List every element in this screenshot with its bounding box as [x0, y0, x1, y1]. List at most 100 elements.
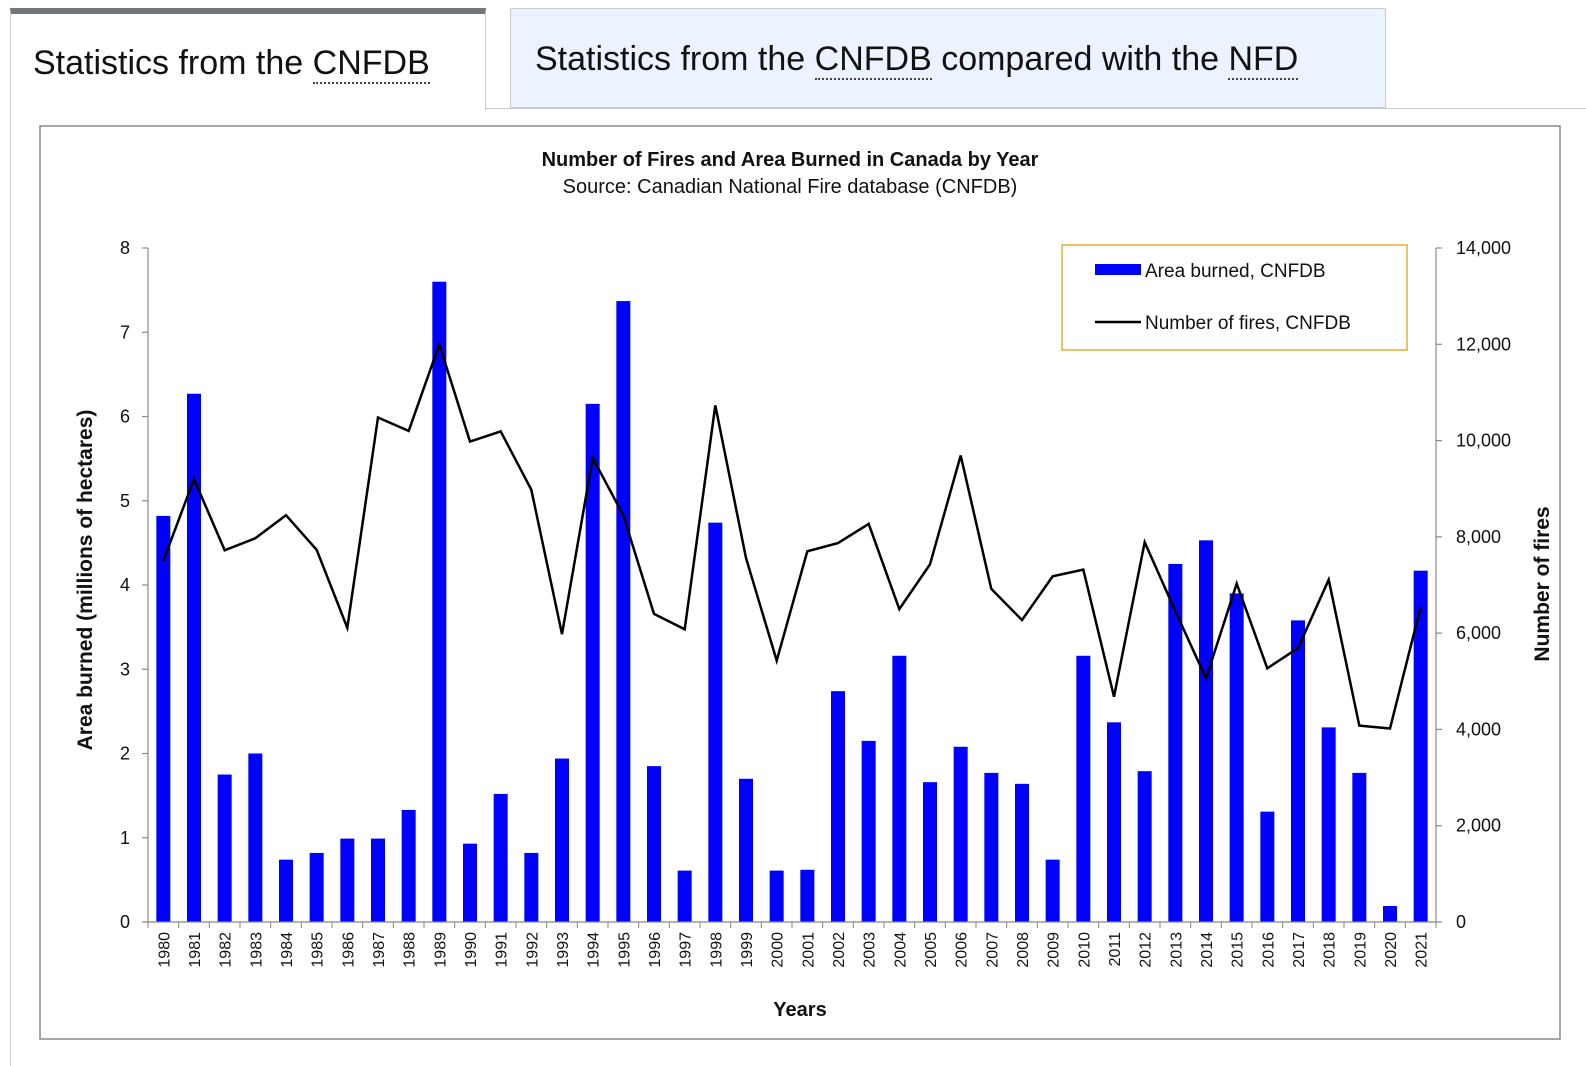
x-tick-label-1987: 1987 [371, 932, 388, 968]
bar-2008 [1015, 783, 1029, 922]
x-tick-label-1990: 1990 [463, 932, 480, 968]
x-tick-label-2004: 2004 [892, 932, 909, 968]
y-tick-label: 5 [120, 491, 130, 511]
bar-2017 [1291, 620, 1305, 922]
x-tick-label-2018: 2018 [1322, 932, 1339, 968]
bar-1988 [401, 809, 416, 922]
y2-tick-label: 8,000 [1456, 527, 1501, 547]
x-tick-label-1999: 1999 [739, 932, 756, 968]
chart-subtitle: Source: Canadian National Fire database … [563, 176, 1018, 198]
abbr-cnfdb: CNFDB [814, 40, 932, 80]
bar-1992 [524, 852, 539, 922]
y-tick-label: 4 [120, 575, 130, 595]
y-tick-label: 7 [120, 322, 130, 342]
legend-box [1061, 244, 1408, 351]
x-tick-label-2019: 2019 [1352, 932, 1369, 968]
bar-2021 [1413, 570, 1428, 922]
bar-1984 [279, 859, 293, 922]
x-tick-label-1981: 1981 [187, 932, 204, 968]
y2-axis-label: Number of fires [1531, 506, 1554, 661]
y-tick-label: 3 [120, 659, 130, 679]
bar-1997 [677, 870, 692, 922]
tab-statistics-cnfdb-vs-nfd[interactable]: Statistics from the CNFDB compared with … [510, 8, 1386, 108]
tab-bar: Statistics from the CNFDB Statistics fro… [0, 0, 1586, 110]
y-axis-label: Area burned (millions of hectares) [74, 410, 97, 751]
x-tick-labels: 1980 1981 1982 1983 1984 1985 1986 1987 1988 1989… [156, 932, 1430, 968]
bar-2003 [861, 740, 876, 922]
bar-2018 [1321, 727, 1336, 922]
y2-tick-label: 12,000 [1456, 334, 1511, 354]
bar-2004 [892, 655, 907, 922]
x-tick-label-1988: 1988 [402, 932, 419, 968]
bar-2019 [1352, 772, 1367, 922]
bar-2011 [1107, 722, 1121, 922]
y2-tick-label: 10,000 [1456, 431, 1511, 451]
abbr-cnfdb: CNFDB [312, 44, 430, 84]
x-tick-label-1986: 1986 [340, 932, 357, 968]
y-tick-label: 0 [120, 912, 130, 932]
bar-2016 [1260, 811, 1275, 922]
x-tick-label-1989: 1989 [432, 932, 449, 968]
bar-1994 [585, 403, 600, 922]
bar-1982 [217, 774, 232, 922]
x-tick-label-1991: 1991 [494, 932, 511, 968]
x-tick-label-2021: 2021 [1414, 932, 1431, 968]
x-tick-label-1984: 1984 [279, 932, 296, 968]
bar-2006 [953, 746, 968, 922]
y2-tick-label: 2,000 [1456, 816, 1501, 836]
y2-tick-label: 4,000 [1456, 719, 1501, 739]
bar-1989 [432, 281, 447, 922]
x-tick-label-2003: 2003 [862, 932, 879, 968]
content-border [10, 108, 11, 1066]
bar-1987 [371, 838, 385, 922]
x-tick-label-1998: 1998 [708, 932, 725, 968]
bar-2002 [831, 691, 845, 922]
chart-axes [142, 247, 1442, 928]
bar-1999 [739, 778, 753, 922]
tab-label-text: Statistics from the [535, 40, 815, 78]
bar-1985 [309, 852, 324, 922]
legend-label-area-burned: Area burned, CNFDB [1145, 261, 1326, 282]
x-tick-label-1985: 1985 [310, 932, 327, 968]
bar-1995 [616, 301, 631, 922]
x-tick-label-2017: 2017 [1291, 932, 1308, 968]
x-tick-label-2009: 2009 [1046, 932, 1063, 968]
x-tick-label-1992: 1992 [524, 932, 541, 968]
x-tick-label-2014: 2014 [1199, 932, 1216, 968]
bar-2010 [1076, 655, 1091, 922]
bar-2020 [1383, 905, 1397, 922]
x-tick-label-2002: 2002 [831, 932, 848, 968]
y2-tick-label: 6,000 [1456, 623, 1501, 643]
x-tick-label-2010: 2010 [1076, 932, 1093, 968]
x-tick-label-2012: 2012 [1138, 932, 1155, 968]
bar-1986 [340, 838, 355, 922]
bar-2013 [1168, 563, 1183, 922]
tab-label-text: Statistics from the [33, 44, 313, 82]
bar-1983 [248, 753, 263, 922]
tab-divider [486, 108, 1586, 109]
legend-swatch-area-burned [1095, 264, 1141, 275]
x-tick-label-2000: 2000 [770, 932, 787, 968]
chart-title: Number of Fires and Area Burned in Canad… [542, 149, 1039, 171]
x-tick-label-2011: 2011 [1107, 932, 1124, 967]
x-tick-label-2006: 2006 [954, 932, 971, 968]
y-tick-label: 1 [120, 828, 130, 848]
bar-2015 [1229, 593, 1244, 922]
x-tick-label-2020: 2020 [1383, 932, 1400, 968]
x-tick-label-1993: 1993 [555, 932, 572, 968]
x-tick-label-1996: 1996 [647, 932, 664, 968]
y2-tick-label: 0 [1456, 912, 1466, 932]
bar-1990 [463, 843, 477, 922]
bar-2014 [1199, 540, 1213, 922]
x-tick-label-1994: 1994 [586, 932, 603, 968]
x-tick-label-1982: 1982 [218, 932, 235, 968]
tab-statistics-cnfdb[interactable]: Statistics from the CNFDB [10, 8, 486, 110]
bar-1993 [555, 758, 569, 922]
bar-1991 [493, 793, 508, 922]
line-series-number-of-fires [162, 340, 1422, 730]
y2-tick-labels: 0 2,000 4,000 6,000 8,000 10,000 12,000 14,000 [1456, 238, 1511, 932]
x-tick-label-2013: 2013 [1168, 932, 1185, 968]
bar-2005 [923, 782, 937, 922]
chart-legend: Area burned, CNFDB Number of fires, CNFD… [1061, 244, 1408, 351]
bar-1981 [187, 393, 201, 922]
